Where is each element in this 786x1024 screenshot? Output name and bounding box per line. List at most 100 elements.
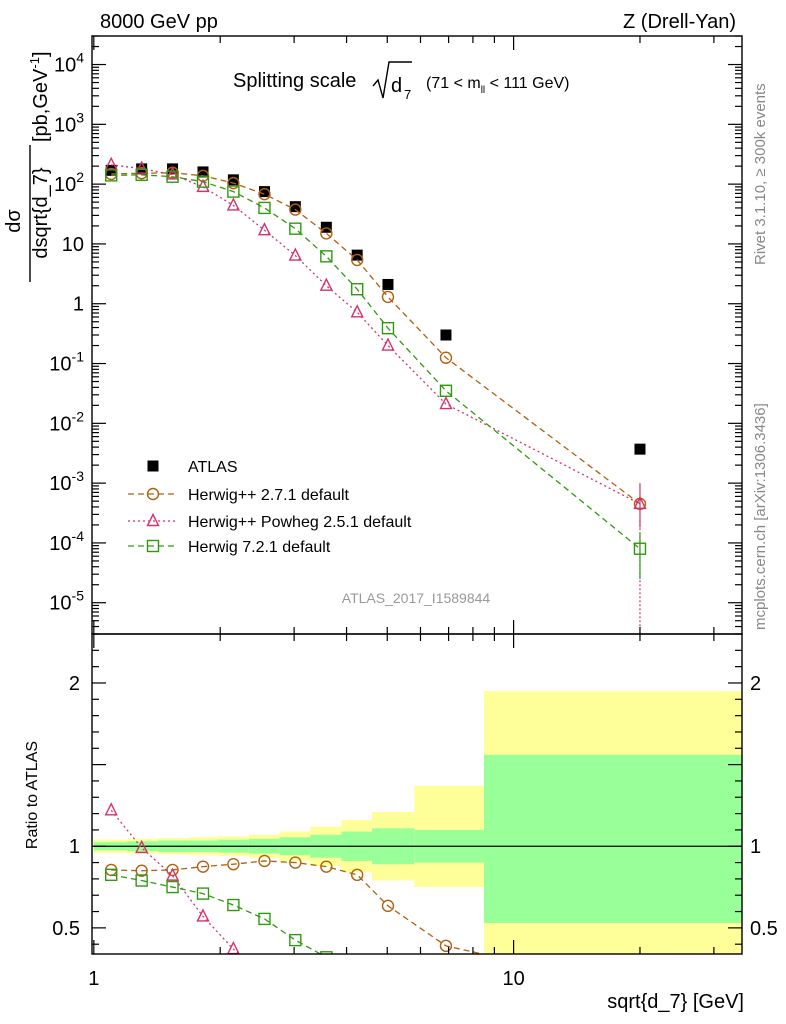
main-data-point	[440, 329, 452, 341]
main-data-point	[319, 277, 333, 291]
legend-label: Herwig++ Powheg 2.5.1 default	[188, 514, 412, 531]
ylabel-unit: [pb,GeV-1]	[27, 51, 52, 142]
main-data-point	[166, 170, 179, 183]
main-data-point	[258, 187, 271, 201]
ratio-data-point	[135, 839, 149, 854]
ratio-data-point	[196, 908, 210, 922]
ratio-data-point	[166, 880, 179, 894]
main-data-point	[350, 253, 364, 267]
main-data-point	[165, 166, 180, 180]
plot-title: Splitting scale d 7 (71 < mll < 111 GeV)	[233, 61, 569, 102]
ratio-data-point	[439, 939, 453, 953]
ratio-y-tick-label-right: 1	[750, 836, 761, 858]
ratio-data-point	[440, 984, 451, 995]
main-data-point	[381, 290, 395, 304]
main-series-layer	[104, 156, 647, 634]
main-data-point	[227, 185, 240, 198]
ratio-data-point	[196, 860, 210, 873]
main-data-point	[257, 222, 272, 236]
main-data-point	[227, 176, 240, 190]
y-tick-label: 10-2	[49, 408, 84, 435]
main-data-point	[105, 169, 118, 182]
title-main-text: Splitting scale	[233, 70, 356, 92]
y-tick-label: 10-1	[49, 349, 84, 376]
ratio-data-point	[259, 967, 270, 978]
ylabel-denominator: dsqrt{d_7}	[30, 167, 52, 259]
main-data-point	[289, 201, 301, 213]
header-right-label: Z (Drell-Yan)	[623, 11, 736, 33]
ratio-data-point	[165, 867, 180, 881]
legend-marker	[146, 539, 160, 553]
main-data-point	[439, 351, 453, 364]
axis-ticks: 1 10 10-5 10-4 10-3 10-2 10-1 1 10 102 103 104 0.5 0.…	[49, 35, 778, 990]
title-d-subscript: 7	[404, 87, 411, 102]
ratio-series-layer	[104, 802, 485, 1003]
ratio-data-point	[135, 864, 148, 877]
ratio-data-point	[382, 973, 393, 984]
y-tick-label: 102	[54, 169, 84, 196]
main-data-point	[196, 178, 210, 193]
ratio-y-tick-label-right: 2	[750, 673, 761, 695]
main-data-point	[350, 282, 364, 296]
mcplots-reference-label: mcplots.cern.ch [arXiv:1306.3436]	[752, 403, 769, 630]
ratio-data-point	[352, 960, 363, 971]
legend-marker	[146, 512, 160, 527]
main-data-point	[289, 222, 302, 235]
ratio-data-point	[382, 988, 393, 999]
y-tick-label: 10-4	[49, 528, 84, 555]
main-data-point	[320, 250, 333, 263]
main-data-point	[196, 175, 210, 188]
ratio-data-point	[227, 858, 240, 871]
main-data-point	[226, 197, 241, 211]
ratio-y-tick-label-right: 0.5	[750, 918, 778, 940]
main-data-point	[135, 160, 149, 174]
main-data-point	[289, 203, 302, 216]
main-data-point	[227, 174, 239, 186]
main-ylabel: dσ dsqrt{d_7} [pb,GeV-1]	[3, 51, 52, 282]
main-data-point	[439, 384, 453, 397]
main-data-point	[350, 304, 364, 318]
main-data-point	[288, 247, 302, 261]
ratio-data-point	[350, 868, 364, 882]
ratio-data-point	[290, 979, 301, 990]
ratio-data-point	[258, 912, 271, 926]
y-tick-label: 1	[73, 294, 84, 316]
ratio-series-line	[111, 860, 485, 954]
ratio-data-point	[196, 887, 210, 900]
ratio-y-tick-label-left: 1	[69, 836, 80, 858]
ratio-data-point	[289, 933, 302, 947]
ratio-data-point	[440, 992, 451, 1003]
ratio-data-point	[381, 899, 395, 913]
main-data-point	[320, 227, 333, 240]
ratio-data-point	[320, 860, 333, 873]
main-data-point	[382, 278, 394, 290]
title-d-symbol: d	[391, 75, 402, 97]
main-data-point	[439, 395, 453, 410]
y-tick-label: 103	[54, 109, 84, 136]
x-axis-label: sqrt{d_7} [GeV]	[607, 991, 744, 1013]
title-range-text: (71 < mll < 111 GeV)	[426, 75, 569, 96]
legend-marker	[147, 460, 159, 472]
legend-label: Herwig++ 2.7.1 default	[188, 487, 350, 504]
x-tick-label: 1	[88, 968, 99, 990]
main-data-point	[381, 337, 395, 351]
main-series-line	[111, 164, 641, 505]
legend-marker	[146, 487, 160, 501]
main-data-point	[135, 168, 148, 182]
main-data-point	[197, 166, 209, 178]
ratio-data-point	[289, 856, 302, 869]
main-series-line	[111, 172, 641, 505]
main-data-point	[258, 201, 271, 215]
ratio-data-point	[352, 985, 363, 996]
ratio-ylabel: Ratio to ATLAS	[24, 741, 41, 849]
ratio-data-point	[320, 951, 333, 954]
ratio-data-point	[321, 987, 332, 998]
y-tick-label: 10-3	[49, 468, 84, 495]
main-data-point	[381, 321, 395, 335]
ratio-data-point	[135, 874, 148, 887]
header-left-label: 8000 GeV pp	[100, 11, 218, 33]
legend: ATLAS Herwig++ 2.7.1 default Herwig++ Powh…	[128, 459, 412, 556]
ratio-data-point	[227, 898, 240, 912]
x-tick-label: 10	[502, 968, 524, 990]
